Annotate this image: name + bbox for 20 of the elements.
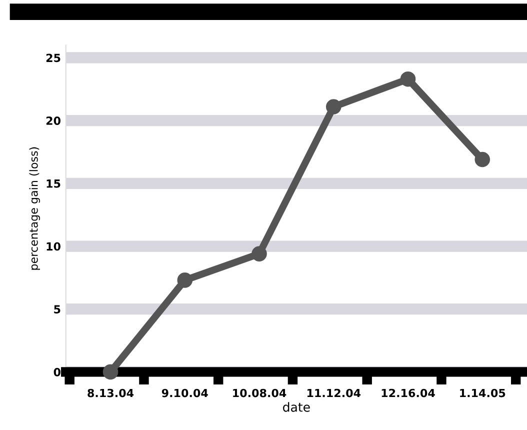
y-tick-label: 25 <box>46 54 60 62</box>
y-tick-label: 0 <box>54 368 60 376</box>
y-tick-label: 10 <box>46 242 60 251</box>
y-axis-title: percentage gain (loss) <box>29 147 40 270</box>
point <box>326 99 342 114</box>
point <box>474 152 490 168</box>
x-tick-label: 1.14.05 <box>460 388 506 398</box>
point <box>252 246 267 262</box>
x-tick-label: 9.10.04 <box>162 388 208 398</box>
x-tick-label: 12.16.04 <box>382 388 435 398</box>
y-tick-label: 15 <box>46 180 60 188</box>
x-tick-label: 8.13.04 <box>88 388 134 398</box>
point <box>102 364 118 380</box>
point <box>400 71 416 87</box>
y-tick-label: 5 <box>54 305 60 314</box>
y-tick-label: 20 <box>46 116 60 125</box>
x-axis-title: date <box>283 402 310 412</box>
point <box>177 272 193 288</box>
x-tick-label: 11.12.04 <box>307 388 361 398</box>
x-tick-label: 10.08.04 <box>233 388 286 398</box>
